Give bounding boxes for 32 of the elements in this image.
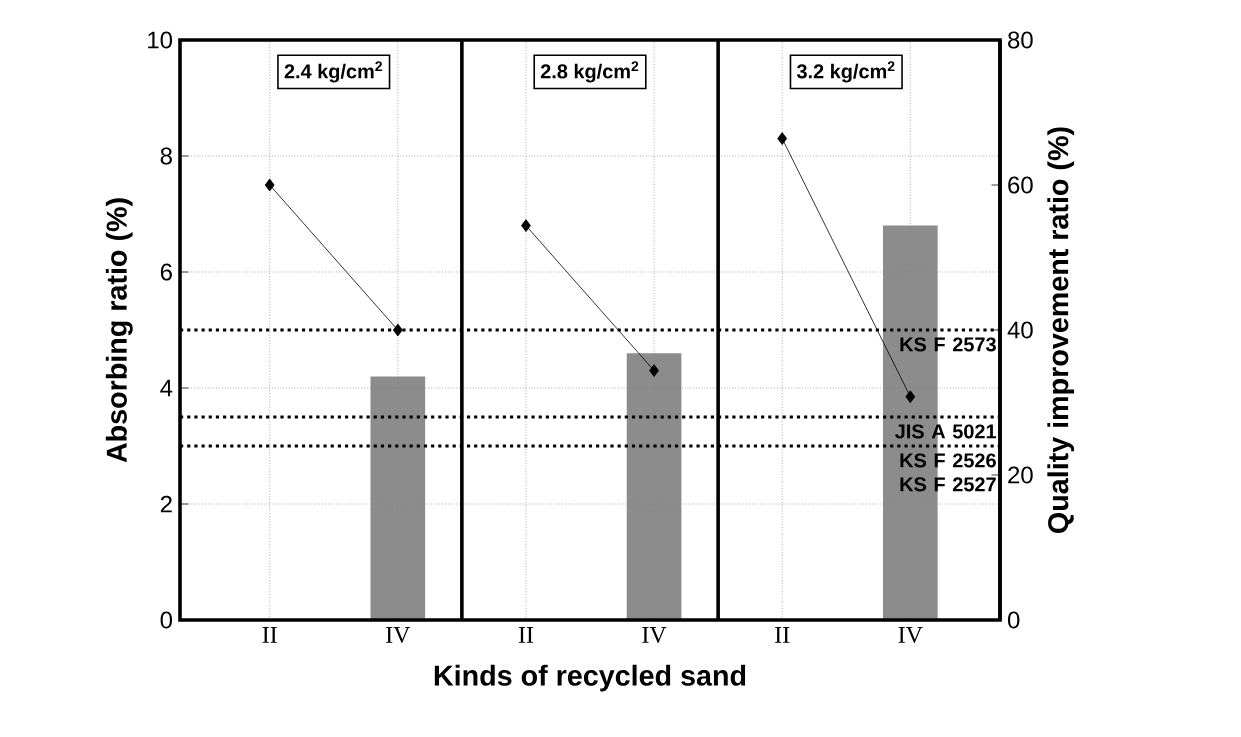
y-tick-label: 6 bbox=[160, 263, 172, 281]
point bbox=[905, 390, 916, 404]
point bbox=[392, 323, 403, 337]
x-axis-title: Kinds of recycled sand bbox=[434, 664, 746, 692]
y2-tick-label: 20 bbox=[1008, 466, 1033, 484]
point bbox=[521, 219, 531, 232]
y-tick-label: 2 bbox=[160, 495, 172, 513]
point bbox=[649, 364, 659, 377]
x-tick-label: IV bbox=[642, 627, 667, 644]
y2-tick-label: 80 bbox=[1008, 31, 1033, 49]
y2-axis-title: Quality improvement ratio (%) bbox=[1047, 127, 1075, 533]
y-tick-label: 4 bbox=[160, 379, 173, 397]
point bbox=[777, 132, 788, 145]
x-tick-label: II bbox=[518, 627, 534, 643]
point bbox=[264, 178, 275, 192]
y2-tick-label: 40 bbox=[1007, 321, 1033, 339]
ref-line-label: JIS A 5021 bbox=[895, 424, 997, 439]
y-tick-label: 10 bbox=[148, 31, 173, 49]
annotation: 2.4 kg/cm$^{2}$ bbox=[284, 61, 382, 83]
x-tick-label: II bbox=[775, 627, 790, 643]
y2-tick-label: 0 bbox=[1007, 611, 1020, 629]
annotation: 3.2 kg/cm$^{2}$ bbox=[796, 61, 895, 83]
ref-line-label: KS F 2573 bbox=[900, 337, 996, 352]
ref-line-label: KS F 2526 KS F 2527 bbox=[900, 453, 996, 492]
y-tick-label: 8 bbox=[160, 147, 172, 165]
x-tick-label: IV bbox=[898, 627, 923, 644]
x-tick-label: II bbox=[262, 627, 277, 643]
y-tick-label: 0 bbox=[160, 611, 173, 629]
annotation: 2.8 kg/cm$^{2}$ bbox=[540, 61, 639, 83]
y-axis-title: Absorbing ratio (%) bbox=[105, 198, 133, 463]
x-tick-label: IV bbox=[386, 627, 411, 644]
y2-tick-label: 60 bbox=[1008, 176, 1033, 194]
